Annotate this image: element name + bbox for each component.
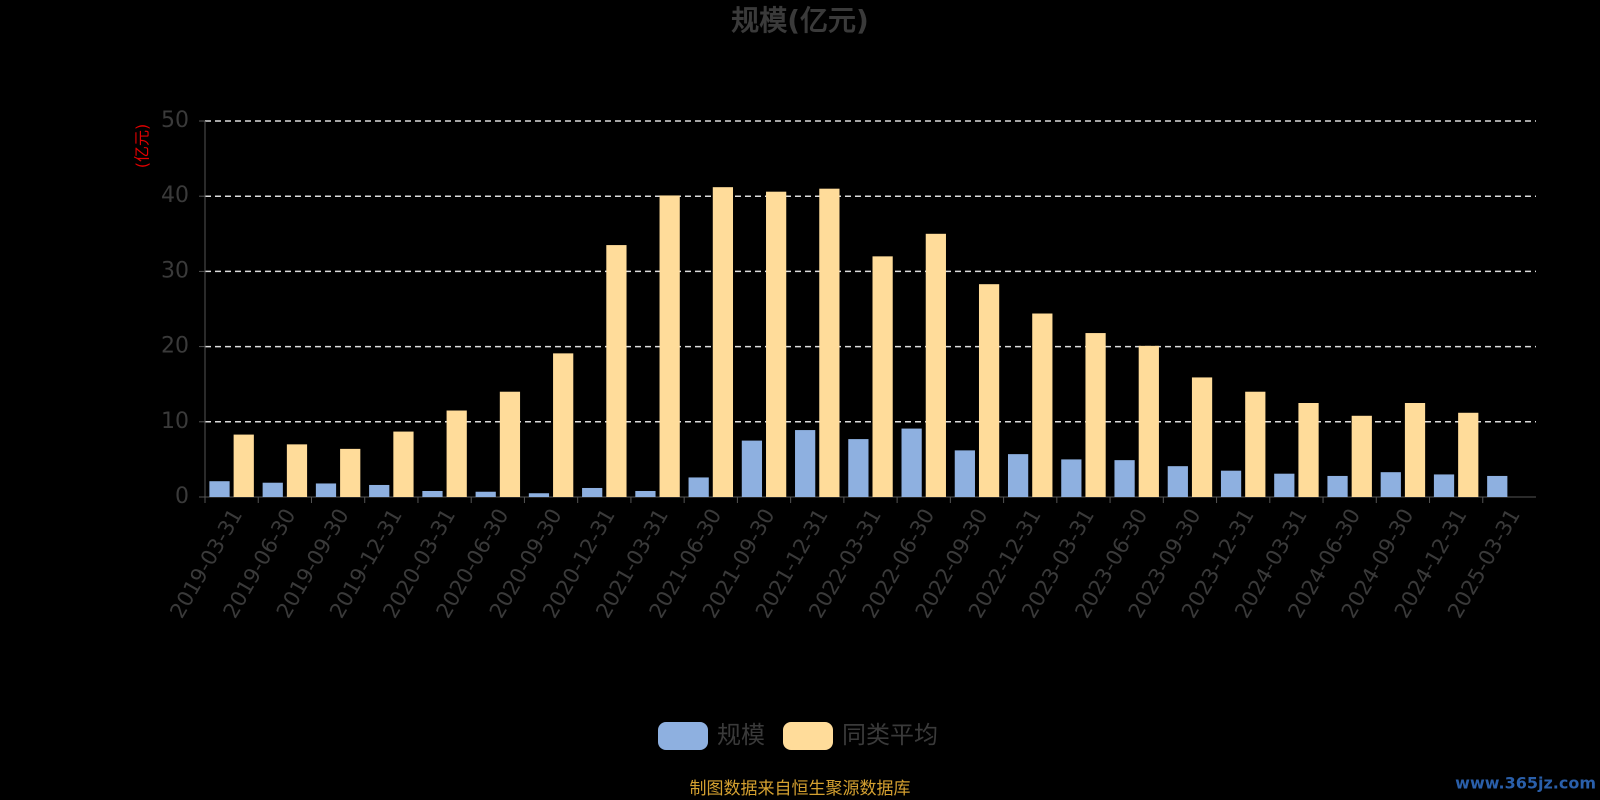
bar <box>606 245 627 497</box>
bar <box>766 191 787 498</box>
bar <box>741 440 763 497</box>
bar <box>635 490 656 497</box>
bar <box>1191 377 1213 497</box>
bar <box>528 493 550 497</box>
bar <box>819 188 840 497</box>
bar <box>1007 454 1029 497</box>
y-tick-label: 40 <box>161 183 189 208</box>
bar <box>978 284 1000 497</box>
y-tick-label: 20 <box>161 334 189 359</box>
bar <box>1274 473 1295 497</box>
bar <box>1404 403 1426 497</box>
bar <box>553 353 574 497</box>
bar <box>233 434 254 497</box>
bar <box>262 482 283 497</box>
legend-label: 规模 <box>717 721 765 749</box>
bar <box>688 477 709 497</box>
legend-label: 同类平均 <box>842 721 938 749</box>
bar <box>795 430 816 497</box>
bar <box>209 481 230 497</box>
source-note: 制图数据来自恒生聚源数据库 <box>690 779 911 799</box>
bar <box>872 256 893 497</box>
y-tick-label: 30 <box>161 258 189 283</box>
bar <box>393 431 414 497</box>
bar <box>446 410 467 497</box>
bar <box>315 483 337 497</box>
bar <box>925 233 946 498</box>
bar <box>1167 466 1188 497</box>
bar <box>1032 313 1053 497</box>
bar <box>499 391 521 497</box>
bar <box>1433 474 1455 497</box>
bar <box>475 491 496 497</box>
bar <box>954 450 975 497</box>
bar <box>582 487 603 497</box>
bar <box>422 490 443 497</box>
y-tick-label: 10 <box>161 409 189 434</box>
bar <box>340 448 361 497</box>
bar <box>848 439 869 497</box>
bar <box>1351 415 1372 497</box>
bar <box>712 187 734 497</box>
bar <box>901 428 922 497</box>
bar <box>1220 470 1242 497</box>
y-tick-label: 0 <box>175 484 189 509</box>
bar <box>286 444 308 497</box>
bar <box>1061 459 1082 497</box>
legend-swatch <box>658 722 708 750</box>
bar <box>1245 391 1266 497</box>
y-axis-label: (亿元) <box>133 124 152 169</box>
bar <box>1085 333 1106 497</box>
chart-title: 规模(亿元) <box>731 4 869 37</box>
bar <box>1487 475 1508 497</box>
bar <box>1327 475 1348 497</box>
bar <box>1380 472 1401 497</box>
bar <box>369 484 390 497</box>
bar <box>1114 460 1135 497</box>
bar <box>1298 403 1319 497</box>
watermark: www.365jz.com <box>1455 774 1596 793</box>
y-tick-label: 50 <box>161 108 189 133</box>
bar <box>1458 412 1479 497</box>
bar <box>1138 345 1159 497</box>
bar <box>659 195 680 497</box>
legend-swatch <box>783 722 833 750</box>
